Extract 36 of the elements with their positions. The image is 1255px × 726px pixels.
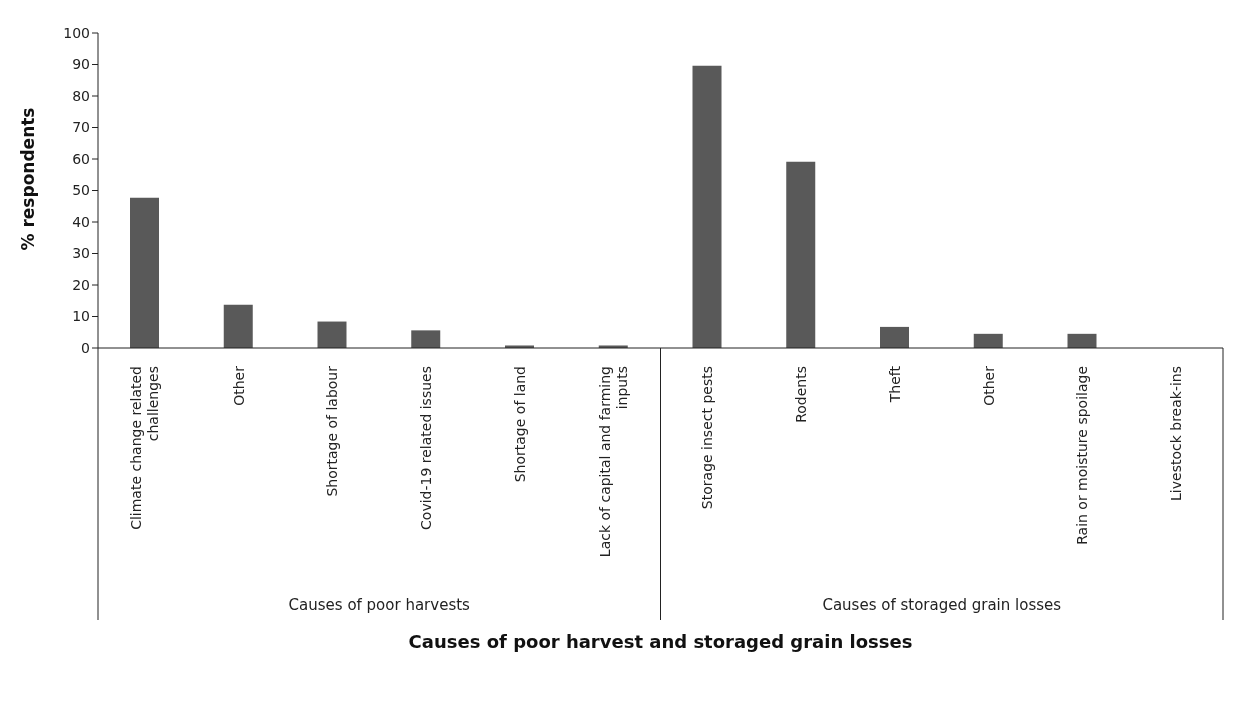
- y-tick-label: 90: [72, 56, 90, 73]
- y-tick-label: 30: [72, 245, 90, 262]
- text: Causes of poor harvests: [287, 596, 471, 614]
- x-tick-label: Theft: [886, 365, 903, 404]
- y-tick-label: 40: [72, 213, 90, 230]
- x-axis-title: Causes of poor harvest and storaged grain losses: [408, 631, 913, 652]
- x-tick-label: Shortage of labour: [324, 365, 341, 497]
- bar: [130, 197, 159, 348]
- x-tick-label: Livestock break-ins: [1168, 366, 1185, 501]
- bar: [880, 326, 909, 348]
- y-tick-label: 70: [72, 119, 90, 136]
- x-tick-label: Covid-19 related issues: [418, 366, 435, 530]
- y-tick-label: 80: [72, 87, 90, 104]
- bar: [973, 333, 1003, 348]
- y-tick-label: 60: [72, 150, 90, 167]
- y-tick-label: 0: [81, 339, 90, 356]
- y-axis-title: % respondents: [18, 107, 39, 251]
- y-tick-label: 50: [72, 182, 90, 199]
- x-tick-label: Other: [980, 365, 997, 406]
- bar: [1067, 333, 1097, 348]
- x-tick-label: Lack of capital and farming inputs: [597, 366, 631, 558]
- y-tick-label: 10: [72, 308, 90, 325]
- bar: [786, 161, 816, 348]
- bar: [223, 304, 253, 348]
- y-tick-label: 100: [63, 24, 90, 41]
- bar: [411, 330, 441, 348]
- x-tick-label: Shortage of land: [511, 366, 528, 483]
- bar: [317, 321, 347, 348]
- x-tick-label: Climate change related challenges: [128, 366, 162, 530]
- bar: [692, 65, 722, 348]
- x-tick-label: Storage insect pests: [699, 366, 716, 510]
- y-tick-label: 20: [72, 276, 90, 293]
- text: Causes of storaged grain losses: [821, 596, 1063, 614]
- x-tick-label: Rodents: [793, 366, 810, 423]
- x-tick-label: Rain or moisture spoilage: [1074, 366, 1091, 545]
- x-tick-label: Other: [230, 365, 247, 406]
